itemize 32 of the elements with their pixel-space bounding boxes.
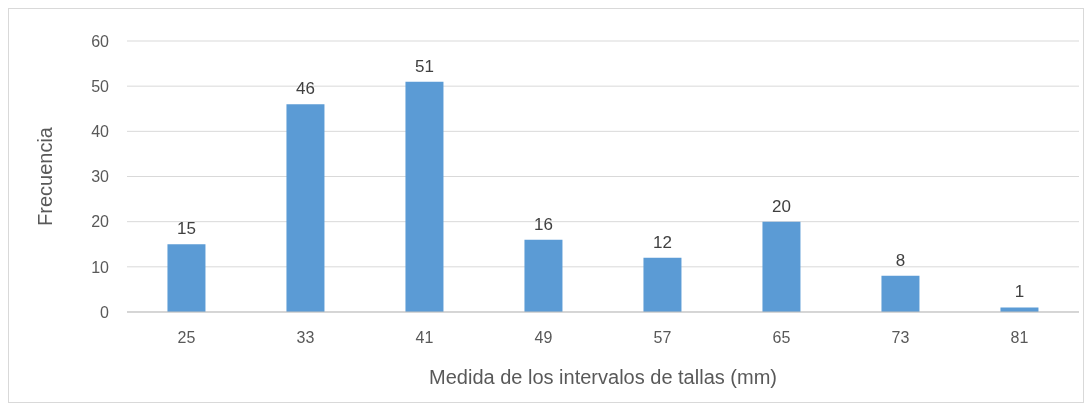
bar [405,81,444,312]
y-tick-label: 20 [91,213,110,231]
bar [762,221,801,312]
x-tick-label: 65 [772,329,791,347]
bar [167,244,206,312]
x-tick-label: 33 [296,329,315,347]
data-label: 15 [177,219,196,239]
y-tick-label: 60 [91,32,110,50]
bar [643,257,682,312]
x-tick-label: 25 [177,329,196,347]
data-label: 51 [415,56,434,76]
data-label: 1 [1014,282,1025,302]
bar [524,239,563,312]
data-label: 8 [895,250,906,270]
y-tick-label: 0 [100,303,110,321]
bar [881,275,920,312]
data-label: 46 [296,79,315,99]
x-tick-label: 57 [653,329,672,347]
y-tick-label: 40 [91,123,110,141]
x-tick-label: 41 [415,329,434,347]
y-tick-label: 50 [91,77,110,95]
y-tick-label: 10 [91,258,110,276]
y-tick-label: 30 [91,168,110,186]
data-label: 16 [534,214,553,234]
data-label: 20 [772,196,791,216]
bar [286,104,325,312]
x-tick-label: 49 [534,329,553,347]
data-label: 12 [653,232,672,252]
x-tick-label: 73 [891,329,910,347]
x-tick-label: 81 [1010,329,1029,347]
x-axis-title: Medida de los intervalos de tallas (mm) [429,366,777,388]
y-axis-title: Frecuencia [34,126,57,226]
